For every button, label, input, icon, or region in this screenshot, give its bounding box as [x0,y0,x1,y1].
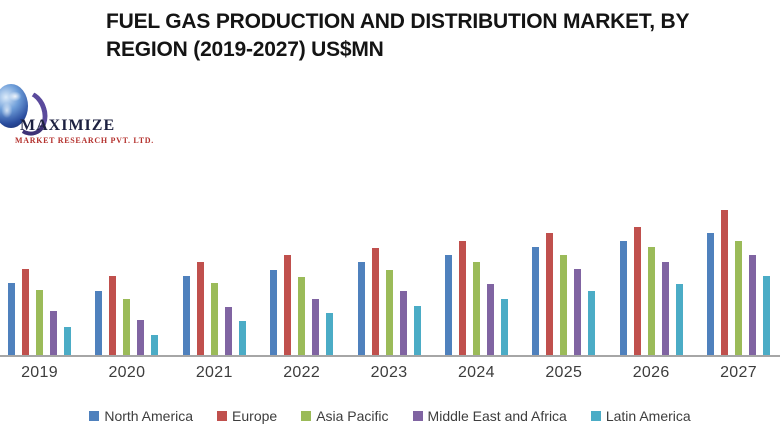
bar-group-2021 [182,170,246,356]
bar-europe-2023 [371,248,379,356]
bar-middle-east-and-africa-2020 [137,320,145,356]
bar-group-2024 [444,170,508,356]
bar-asia-pacific-2019 [36,290,43,356]
x-axis-line [0,355,780,357]
x-tick-2022: 2022 [283,364,321,381]
legend-label-europe: Europe [232,408,278,424]
bar-north-america-2019 [8,283,15,356]
chart-title: FUEL GAS PRODUCTION AND DISTRIBUTION MAR… [106,8,746,64]
bar-north-america-2022 [270,270,278,356]
bar-asia-pacific-2026 [647,247,655,356]
x-tick-2026: 2026 [632,364,670,381]
bar-asia-pacific-2024 [472,262,480,356]
bar-north-america-2027 [707,233,714,356]
bar-europe-2025 [546,233,554,356]
maximize-logo: MAXIMIZE MARKET RESEARCH PVT. LTD. [0,80,153,150]
bar-groups [8,170,770,356]
legend-swatch-asia-pacific [301,411,312,421]
bar-europe-2019 [22,269,29,356]
bar-north-america-2020 [95,291,103,356]
bar-europe-2026 [633,227,641,356]
bar-middle-east-and-africa-2023 [399,291,407,356]
legend-swatch-latin-america [590,411,601,421]
bar-middle-east-and-africa-2025 [574,269,582,356]
bar-group-2022 [270,170,334,356]
bar-europe-2022 [284,255,292,356]
bar-north-america-2021 [182,276,190,356]
legend: North America Europe Asia Pacific Middle Ea… [0,408,780,424]
bar-group-2026 [619,170,683,356]
legend-swatch-europe [217,411,228,421]
bar-asia-pacific-2023 [385,270,393,356]
x-tick-2024: 2024 [457,364,495,381]
bar-latin-america-2027 [763,276,770,356]
x-tick-2020: 2020 [108,364,146,381]
legend-label-middle-east-and-africa: Middle East and Africa [427,408,567,424]
chart-title-line2: REGION (2019-2027) US$MN [106,38,384,61]
bar-latin-america-2021 [238,321,246,356]
bar-asia-pacific-2022 [298,277,306,356]
legend-item-north-america: North America [89,408,193,424]
bar-group-2019 [8,170,71,356]
bar-middle-east-and-africa-2022 [312,299,320,356]
bar-europe-2024 [458,241,466,356]
bar-latin-america-2019 [64,327,71,356]
bar-latin-america-2024 [500,299,508,356]
bar-group-2027 [707,170,770,356]
legend-swatch-north-america [89,411,100,421]
chart-title-line1: FUEL GAS PRODUCTION AND DISTRIBUTION MAR… [106,10,690,33]
globe-icon [0,84,28,128]
bar-north-america-2023 [357,262,365,356]
bar-middle-east-and-africa-2024 [486,284,494,356]
x-tick-2025: 2025 [545,364,583,381]
bar-europe-2020 [109,276,117,356]
legend-label-asia-pacific: Asia Pacific [316,408,389,424]
bar-group-2023 [357,170,421,356]
legend-swatch-middle-east-and-africa [412,411,423,421]
plot-area [0,170,780,356]
x-tick-2021: 2021 [195,364,233,381]
bar-europe-2021 [196,262,204,356]
bar-group-2025 [532,170,596,356]
logo-subtitle: MARKET RESEARCH PVT. LTD. [15,136,154,145]
bar-north-america-2025 [532,247,540,356]
bar-middle-east-and-africa-2019 [50,311,57,356]
bar-asia-pacific-2021 [210,283,218,356]
bar-asia-pacific-2025 [560,255,568,356]
legend-item-latin-america: Latin America [590,408,691,424]
bar-middle-east-and-africa-2021 [224,307,232,356]
legend-label-north-america: North America [104,408,194,424]
x-tick-2019: 2019 [21,364,58,381]
bar-asia-pacific-2027 [735,241,742,356]
bar-latin-america-2026 [675,284,683,356]
x-tick-2027: 2027 [720,364,757,381]
bar-north-america-2026 [619,241,627,356]
bar-europe-2027 [721,210,728,356]
bar-north-america-2024 [444,255,452,356]
bar-asia-pacific-2020 [123,299,131,356]
legend-item-europe: Europe [217,408,277,424]
bar-latin-america-2022 [326,313,334,356]
bar-latin-america-2023 [413,306,421,356]
bar-middle-east-and-africa-2027 [749,255,756,356]
legend-label-latin-america: Latin America [605,408,691,424]
bar-latin-america-2020 [151,335,159,356]
bar-group-2020 [95,170,159,356]
bar-latin-america-2025 [588,291,596,356]
x-tick-2023: 2023 [370,364,408,381]
legend-item-asia-pacific: Asia Pacific [301,408,389,424]
bar-middle-east-and-africa-2026 [661,262,669,356]
x-axis-labels: 2019 2020 2021 2022 2023 2024 2025 2026 2027 [8,364,770,382]
legend-item-middle-east-and-africa: Middle East and Africa [412,408,567,424]
logo-name: MAXIMIZE [20,117,116,134]
